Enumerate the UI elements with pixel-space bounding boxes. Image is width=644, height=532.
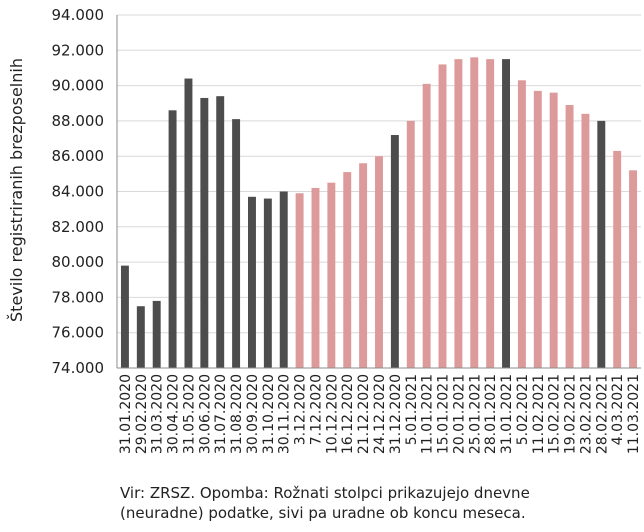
y-tick-label: 76.000 (52, 324, 105, 342)
x-tick-label: 31.01.2021 (499, 374, 515, 454)
x-tick-label: 5.01.2021 (404, 374, 420, 445)
bar-official (263, 198, 272, 368)
bar-daily (422, 83, 431, 369)
x-tick-label: 21.12.2020 (356, 374, 372, 454)
x-tick-label: 7.12.2020 (308, 374, 324, 445)
y-tick-label: 88.000 (52, 112, 105, 130)
x-tick-label: 23.02.2021 (578, 374, 594, 454)
bar-official (184, 78, 193, 368)
y-tick-label: 92.000 (52, 41, 105, 59)
x-tick-label: 11.02.2021 (531, 374, 547, 454)
y-tick-labels: 74.000 76.000 78.000 80.000 82.000 84.000 86.0… (52, 6, 105, 377)
x-tick-label: 15.01.2021 (436, 374, 452, 454)
y-tick-label: 78.000 (52, 288, 105, 306)
x-tick-label: 31.03.2020 (150, 374, 166, 454)
bar-daily (359, 163, 368, 368)
bar-official (216, 96, 225, 368)
x-tick-labels: 31.01.2020 29.02.2020 31.03.2020 30.04.2020… (118, 374, 642, 454)
bar-daily (454, 59, 463, 368)
bar-daily (613, 150, 622, 368)
bar-daily (549, 92, 558, 368)
x-tick-label: 5.02.2021 (515, 374, 531, 445)
bar-daily (295, 193, 304, 368)
x-tick-label: 3.12.2020 (293, 374, 309, 445)
y-tick-label: 84.000 (52, 183, 105, 201)
source-note-line-2: (neuradne) podatke, sivi pa uradne ob ko… (120, 504, 526, 522)
x-tick-label: 11.01.2021 (420, 374, 436, 454)
y-tick-label: 74.000 (52, 359, 105, 377)
x-tick-label: 30.09.2020 (245, 374, 261, 454)
y-tick-label: 94.000 (52, 6, 105, 24)
x-tick-label: 11.03.2021 (626, 374, 642, 454)
x-tick-label: 16.12.2020 (340, 374, 356, 454)
bar-daily (375, 156, 383, 368)
bar-daily (470, 57, 479, 369)
x-tick-label: 10.12.2020 (324, 374, 340, 454)
x-tick-label: 31.01.2020 (118, 374, 134, 454)
bar-official (232, 119, 241, 368)
axes (116, 15, 641, 369)
x-tick-label: 30.06.2020 (197, 374, 213, 454)
bar-daily (311, 187, 320, 368)
bars (120, 57, 638, 369)
y-tick-label: 80.000 (52, 253, 105, 271)
bar-daily (343, 172, 352, 368)
x-tick-label: 31.07.2020 (213, 374, 229, 454)
x-tick-label: 20.01.2021 (451, 374, 467, 454)
bar-official (502, 59, 510, 368)
y-axis-title: Število registriranih brezposelnih (7, 58, 26, 322)
y-tick-label: 90.000 (52, 77, 105, 95)
bar-official (200, 97, 209, 368)
x-tick-label: 31.08.2020 (229, 374, 245, 454)
bar-daily (486, 59, 495, 368)
x-tick-label: 24.12.2020 (372, 374, 388, 454)
bar-official (597, 120, 606, 369)
x-tick-label: 31.12.2020 (388, 374, 404, 454)
x-tick-label: 30.04.2020 (166, 374, 182, 454)
bar-official (136, 306, 145, 368)
bar-official (152, 300, 161, 368)
x-tick-label: 28.01.2021 (483, 374, 499, 454)
x-tick-label: 4.03.2021 (610, 374, 626, 445)
bar-daily (629, 170, 638, 368)
bar-official (390, 135, 399, 368)
x-tick-label: 28.02.2021 (594, 374, 610, 454)
x-tick-label: 31.05.2020 (181, 374, 197, 454)
x-tick-label: 29.02.2020 (134, 374, 150, 454)
x-tick-label: 25.01.2021 (467, 374, 483, 454)
x-tick-label: 30.11.2020 (277, 374, 293, 454)
bar-official (248, 196, 256, 368)
bar-daily (517, 80, 526, 369)
bar-daily (581, 113, 590, 368)
bar-daily (406, 120, 415, 369)
x-tick-label: 31.10.2020 (261, 374, 277, 454)
y-tick-label: 86.000 (52, 147, 105, 165)
source-note: Vir: ZRSZ. Opomba: Rožnati stolpci prika… (120, 483, 640, 523)
bar-daily (533, 90, 542, 369)
x-tick-label: 15.02.2021 (547, 374, 563, 454)
bar-official (168, 110, 177, 368)
bar-official (279, 191, 288, 368)
bar-daily (565, 105, 574, 368)
bar-daily (327, 182, 336, 368)
x-tick-label: 19.02.2021 (563, 374, 579, 454)
bar-daily (438, 64, 447, 369)
source-note-line-1: Vir: ZRSZ. Opomba: Rožnati stolpci prika… (120, 484, 530, 502)
bar-official (120, 265, 129, 368)
y-tick-label: 82.000 (52, 218, 105, 236)
